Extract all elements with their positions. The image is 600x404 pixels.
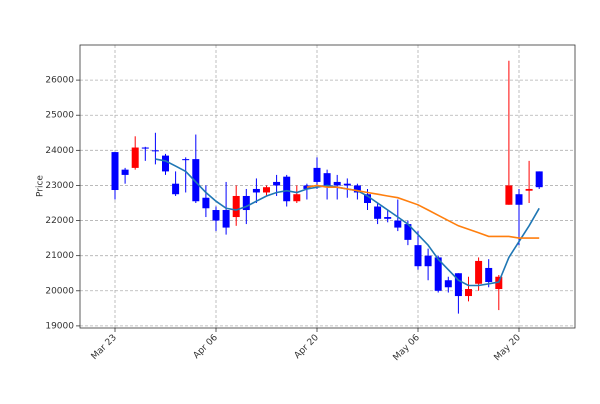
candle-body: [293, 194, 301, 202]
candle-body: [505, 185, 513, 205]
candle-body: [414, 245, 422, 267]
candle-body: [121, 169, 129, 175]
candle-body: [131, 147, 139, 168]
candle-body: [374, 206, 382, 219]
candle-body: [192, 159, 200, 202]
candle-body: [232, 195, 240, 218]
candle-body: [353, 185, 361, 193]
candle-body: [323, 173, 331, 188]
candle-body: [172, 183, 180, 195]
x-tick-label: Mar 23: [90, 333, 119, 362]
candle-body: [444, 280, 452, 288]
candle-body: [273, 181, 281, 186]
candle-body: [535, 171, 543, 188]
y-tick-label: 22000: [45, 216, 74, 226]
candle-body: [343, 183, 351, 186]
candle-body: [394, 220, 402, 228]
candle-body: [263, 187, 270, 193]
candle-body: [475, 260, 483, 284]
candle-body: [303, 185, 311, 189]
candle-body: [434, 257, 442, 291]
candle-body: [424, 255, 432, 267]
plot-frame: [79, 44, 576, 329]
candle-body: [151, 150, 159, 152]
y-tick-label: 21000: [45, 251, 74, 261]
y-tick-label: 24000: [45, 146, 74, 156]
candle-body: [182, 159, 190, 161]
candle-body: [465, 289, 472, 297]
candle-body: [242, 195, 250, 211]
candle-body: [454, 273, 462, 297]
candle-body: [515, 194, 523, 205]
candle-body: [525, 188, 533, 191]
candle-body: [111, 152, 119, 191]
y-axis-label: Price: [36, 175, 46, 197]
y-tick-label: 20000: [45, 286, 74, 296]
candle-body: [364, 194, 371, 204]
x-tick-label: May 20: [493, 333, 524, 364]
y-tick-label: 25000: [45, 111, 74, 121]
candle-body: [212, 210, 220, 221]
candle-body: [313, 167, 321, 182]
candle-body: [162, 155, 169, 172]
y-tick-label: 23000: [45, 181, 74, 191]
x-tick-label: Apr 20: [293, 333, 321, 361]
candle-body: [495, 276, 503, 290]
moving-average-line: [306, 184, 540, 239]
y-tick-label: 26000: [45, 76, 74, 86]
y-tick-label: 19000: [45, 321, 74, 331]
candle-body: [141, 147, 149, 149]
candle-body: [222, 210, 230, 228]
candle-body: [202, 197, 210, 209]
x-tick-label: Apr 06: [192, 333, 220, 361]
candle-body: [333, 181, 341, 186]
candle-body: [404, 224, 412, 240]
candle-body: [384, 217, 392, 219]
candle-body: [283, 176, 291, 202]
candle-body: [252, 188, 260, 193]
x-tick-label: May 06: [392, 333, 423, 364]
candle-body: [485, 267, 493, 283]
